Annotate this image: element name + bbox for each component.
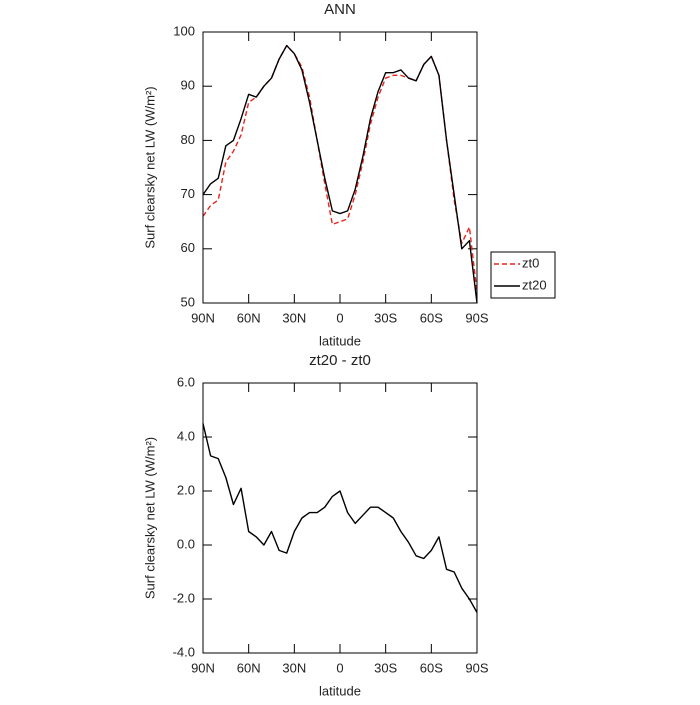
data-line [202, 44, 478, 293]
y-tick-label: -4.0 [173, 644, 195, 659]
data-line [202, 423, 478, 613]
x-tick-label: 90N [191, 660, 215, 675]
x-tick-label: 60N [237, 660, 261, 675]
y-tick-label: 100 [173, 23, 195, 38]
legend-label: zt0 [522, 255, 539, 270]
y-tick-label: 50 [181, 294, 195, 309]
y-axis-label: Surf clearsky net LW (W/m²) [142, 86, 157, 248]
y-tick-label: 2.0 [177, 482, 195, 497]
x-tick-label: 90N [191, 310, 215, 325]
x-tick-label: 30S [374, 660, 397, 675]
y-tick-label: 90 [181, 78, 195, 93]
legend-label: zt20 [522, 277, 547, 292]
x-tick-label: 60N [237, 310, 261, 325]
y-tick-label: 80 [181, 132, 195, 147]
y-axis-label: Surf clearsky net LW (W/m²) [142, 437, 157, 599]
data-line [202, 44, 478, 304]
y-tick-label: 60 [181, 240, 195, 255]
chart-title: ANN [324, 1, 356, 18]
x-tick-label: 30S [374, 310, 397, 325]
legend-box [490, 251, 556, 299]
plot-frame [202, 31, 478, 304]
x-axis-label: latitude [319, 683, 361, 698]
y-tick-label: 0.0 [177, 536, 195, 551]
y-tick-label: 4.0 [177, 428, 195, 443]
chart-title: zt20 - zt0 [309, 352, 371, 369]
x-tick-label: 90S [465, 310, 488, 325]
x-tick-label: 30N [282, 660, 306, 675]
x-tick-label: 60S [420, 310, 443, 325]
plot-frame [202, 382, 478, 654]
x-tick-label: 0 [336, 310, 343, 325]
x-tick-label: 0 [336, 660, 343, 675]
x-tick-label: 60S [420, 660, 443, 675]
y-tick-label: 6.0 [177, 374, 195, 389]
x-tick-label: 30N [282, 310, 306, 325]
y-tick-label: -2.0 [173, 590, 195, 605]
x-axis-label: latitude [319, 333, 361, 348]
y-tick-label: 70 [181, 186, 195, 201]
x-tick-label: 90S [465, 660, 488, 675]
